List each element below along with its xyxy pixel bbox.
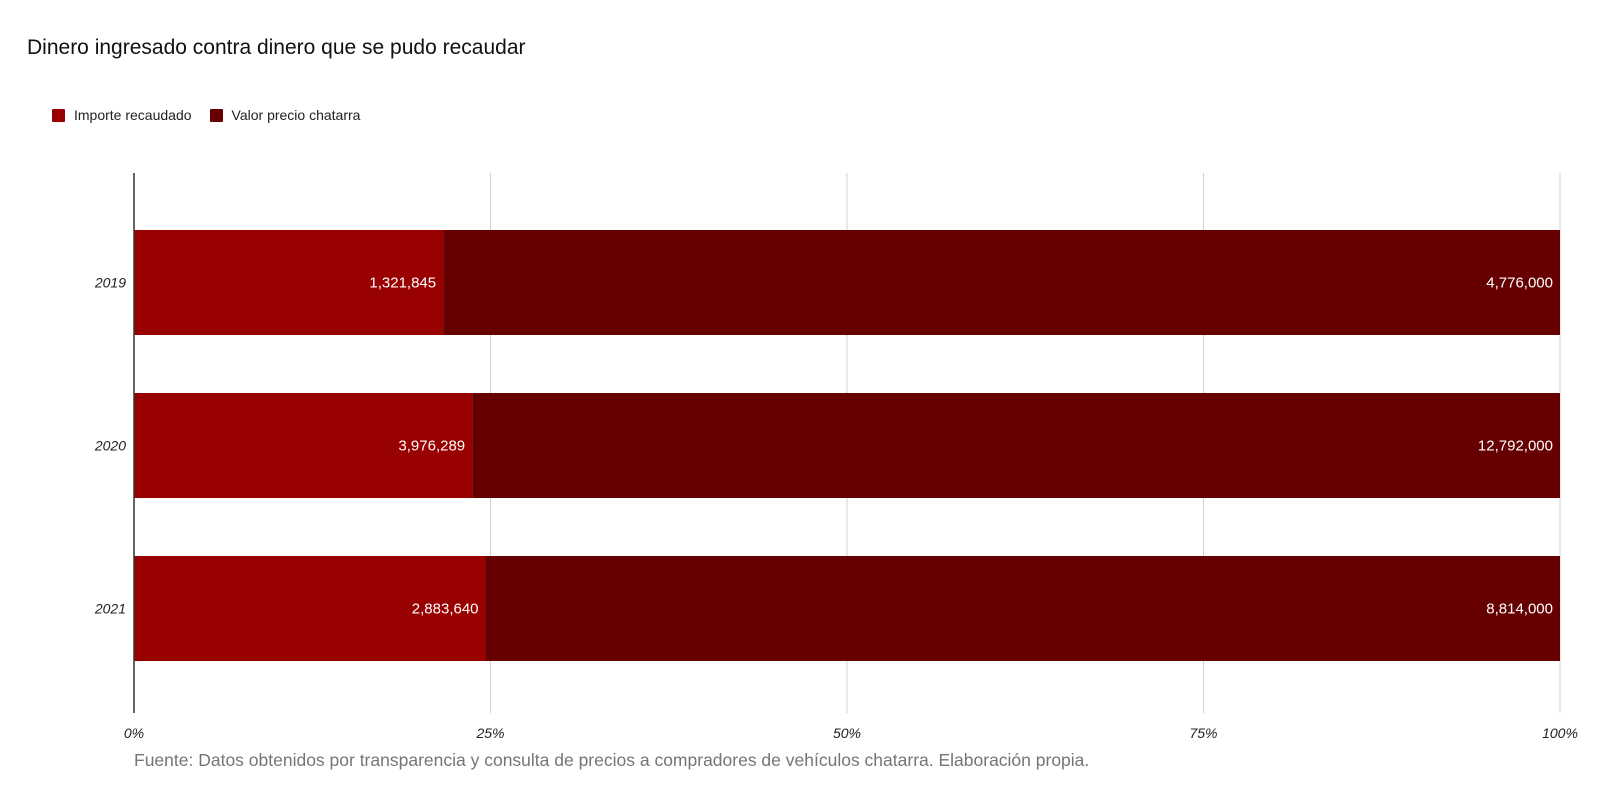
source-note: Fuente: Datos obtenidos por transparenci…	[134, 750, 1090, 770]
legend: Importe recaudado Valor precio chatarra	[52, 107, 378, 123]
data-label: 12,792,000	[1478, 438, 1553, 455]
data-label: 3,976,289	[398, 438, 465, 455]
bar-segment	[472, 393, 1561, 498]
legend-swatch-valor	[209, 108, 223, 122]
bar-segment	[485, 556, 1561, 661]
bar-segment	[134, 230, 444, 335]
data-label: 2,883,640	[412, 601, 479, 618]
bar-segment	[134, 556, 486, 661]
y-tick-label: 2019	[94, 275, 126, 291]
x-tick-label: 75%	[1189, 725, 1217, 740]
x-tick-label: 100%	[1542, 725, 1578, 740]
legend-label-importe: Importe recaudado	[74, 107, 192, 123]
legend-label-valor: Valor precio chatarra	[231, 107, 361, 123]
data-label: 4,776,000	[1486, 275, 1553, 292]
chart-plot: 0% 25% 50% 75% 100% 1,321,845 4,776,000 2019 3,9…	[94, 173, 1578, 740]
legend-item-importe: Importe recaudado	[52, 107, 192, 123]
legend-swatch-importe	[52, 108, 65, 122]
y-tick-label: 2021	[94, 601, 126, 617]
x-tick-label: 0%	[124, 725, 144, 740]
data-label: 8,814,000	[1486, 601, 1553, 618]
x-tick-label: 25%	[475, 725, 504, 740]
chart-title: Dinero ingresado contra dinero que se pu…	[27, 36, 526, 59]
bar-segment	[134, 393, 473, 498]
legend-item-valor: Valor precio chatarra	[209, 107, 361, 123]
x-tick-label: 50%	[833, 725, 861, 740]
bar-segment	[443, 230, 1560, 335]
y-tick-label: 2020	[94, 438, 126, 454]
data-label: 1,321,845	[369, 275, 436, 292]
